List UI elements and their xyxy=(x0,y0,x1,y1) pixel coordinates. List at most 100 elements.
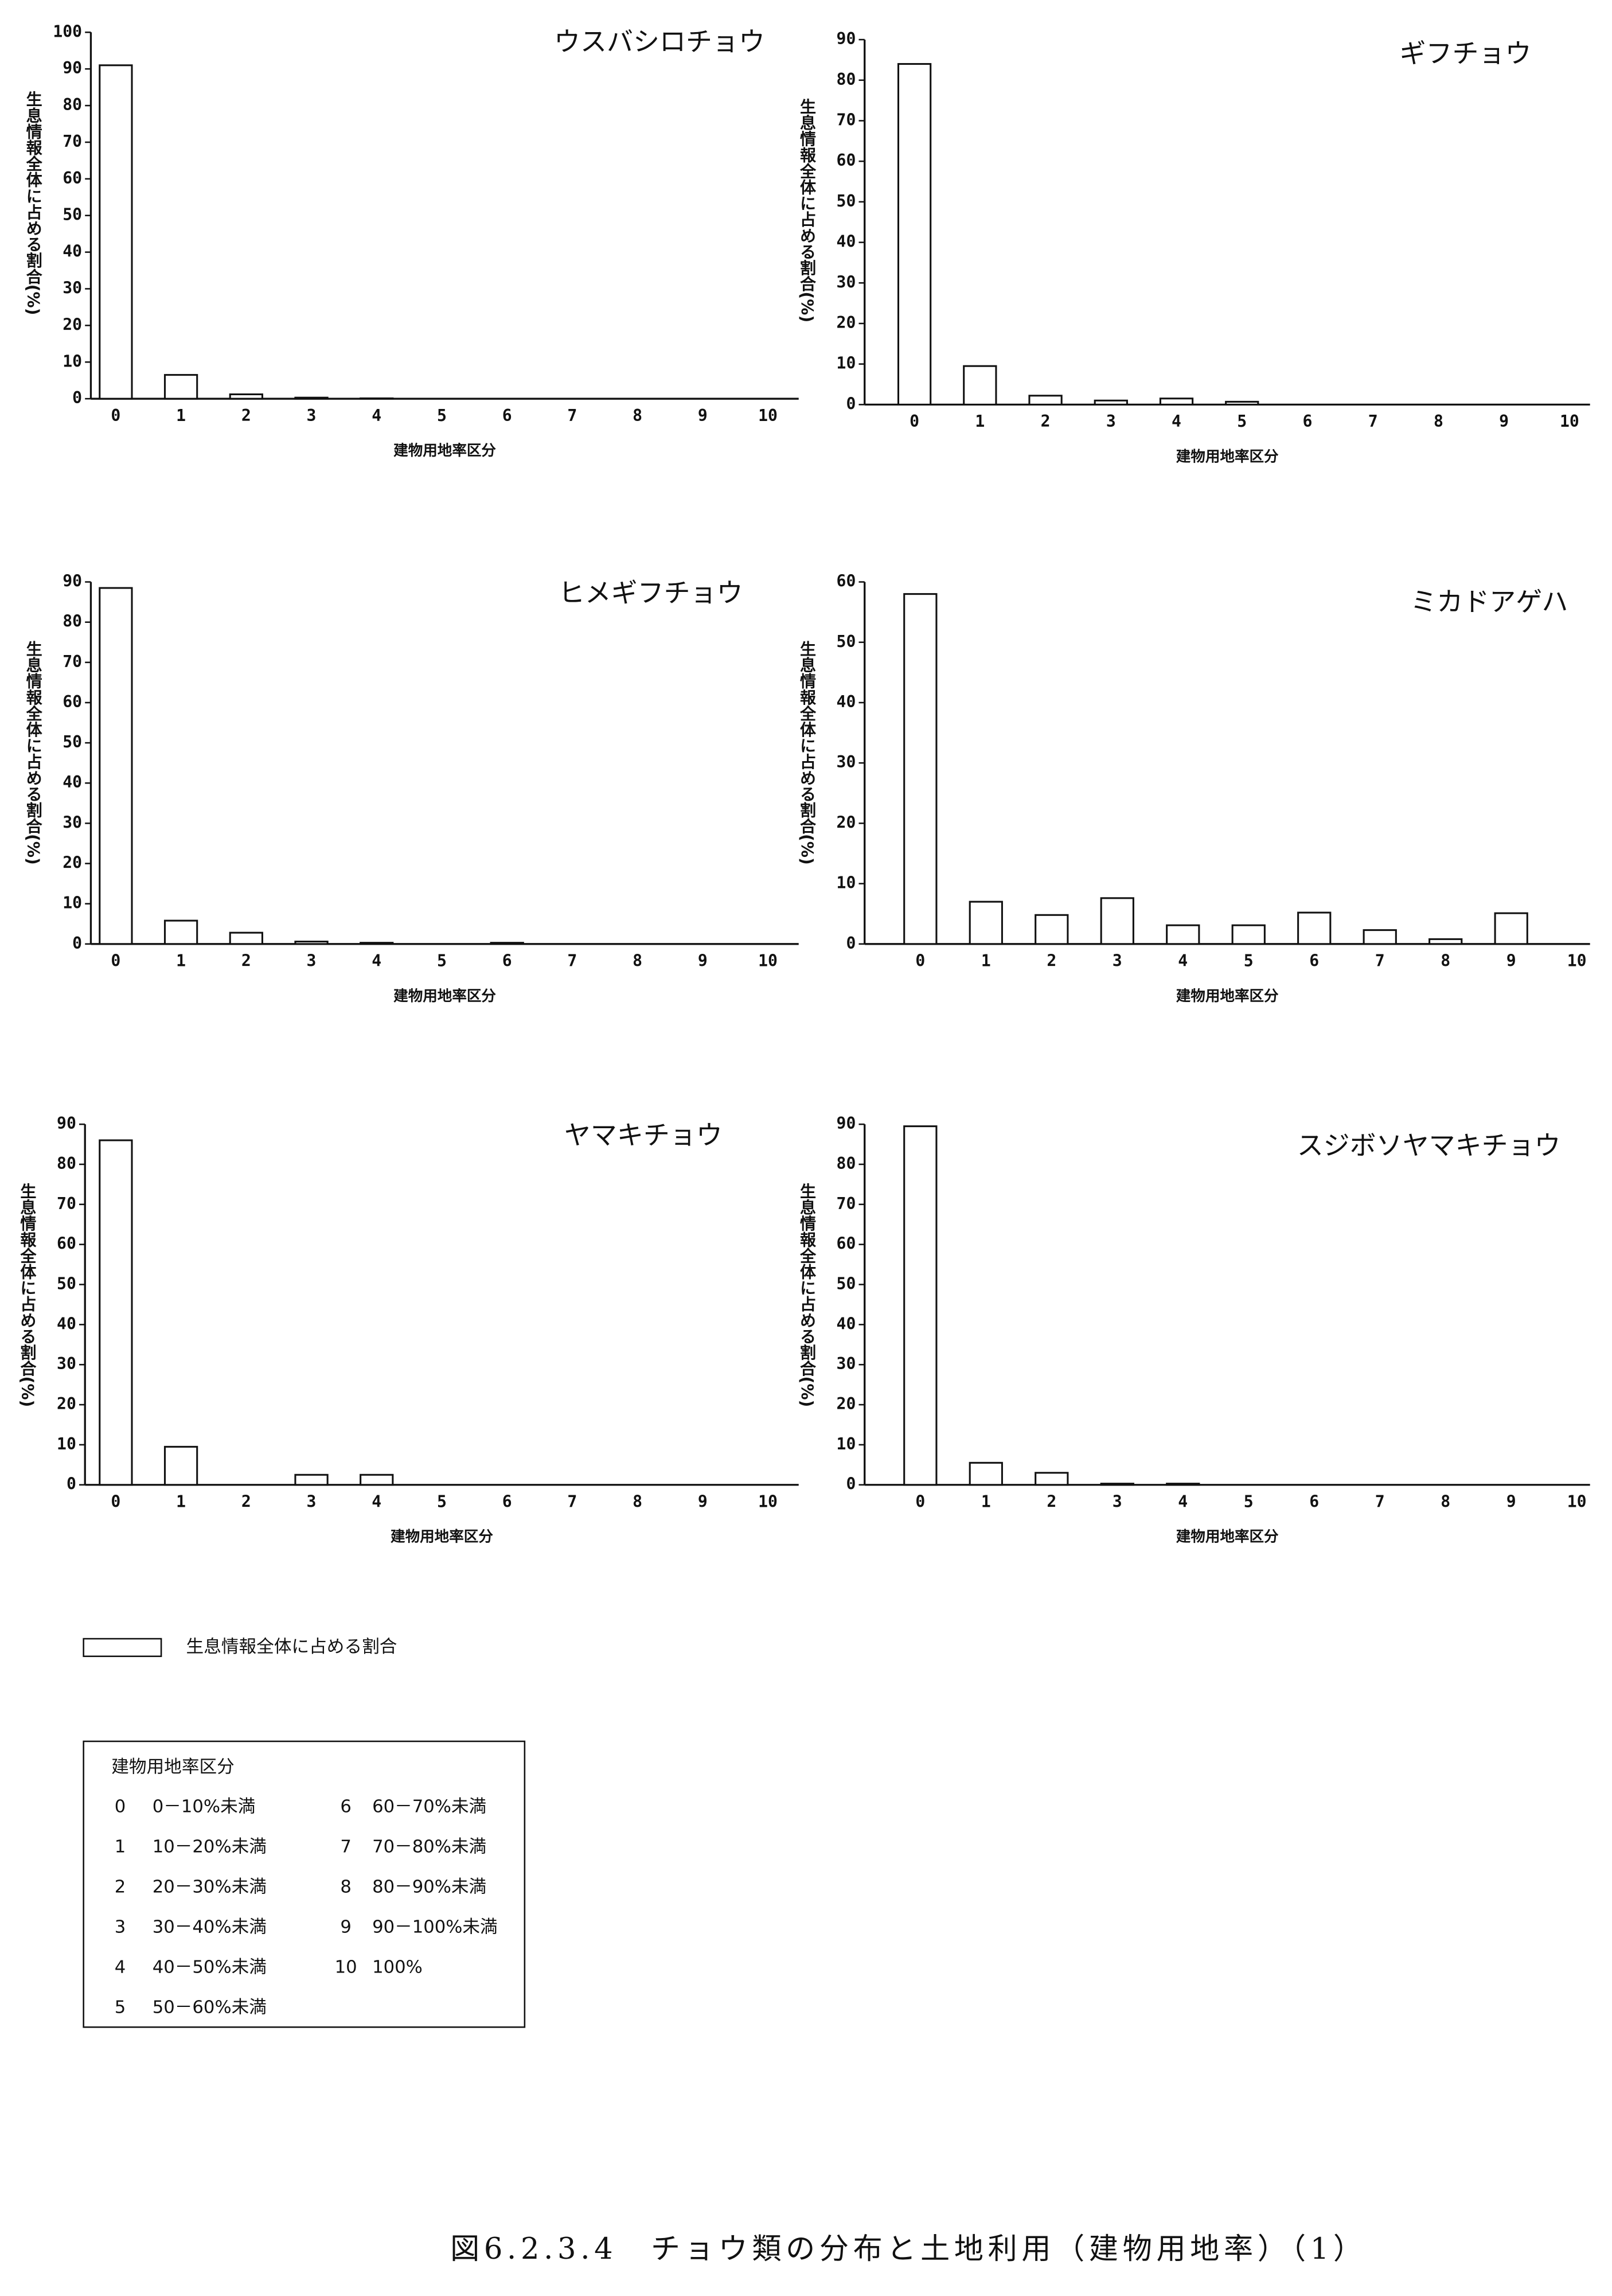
y-tick-label: 30 xyxy=(63,813,82,832)
y-tick-label: 80 xyxy=(57,1154,76,1173)
x-tick-label: 2 xyxy=(241,951,251,970)
y-tick-label: 80 xyxy=(837,70,856,89)
bar xyxy=(294,941,329,945)
y-tick-label: 10 xyxy=(63,894,82,913)
key-box xyxy=(83,1740,526,2028)
x-tick-label: 4 xyxy=(372,1492,381,1511)
x-tick-label: 5 xyxy=(1237,412,1247,431)
y-tick-label: 70 xyxy=(837,110,856,129)
bar xyxy=(1100,1483,1134,1486)
y-tick-label: 0 xyxy=(67,1475,76,1494)
key-code: 4 xyxy=(115,1958,126,1978)
x-tick-label: 8 xyxy=(633,1492,642,1511)
y-axis-label: 生息情報全体に占める割合(%) xyxy=(798,641,817,865)
y-axis-label: 生息情報全体に占める割合(%) xyxy=(18,1183,37,1407)
y-tick-label: 70 xyxy=(57,1194,76,1213)
caption: 図6.2.3.4 チョウ類の分布と土地利用（建物用地率）（1） xyxy=(450,2232,1367,2266)
x-tick-label: 0 xyxy=(111,406,120,425)
bar xyxy=(903,593,938,945)
y-tick-label: 90 xyxy=(57,1114,76,1133)
y-tick-label: 0 xyxy=(846,394,856,413)
bar xyxy=(1035,1472,1069,1486)
y-tick-label: 10 xyxy=(63,352,82,371)
y-tick-label: 30 xyxy=(63,278,82,297)
x-tick-label: 4 xyxy=(1178,1492,1188,1511)
x-tick-label: 2 xyxy=(241,406,251,425)
y-axis-label: 生息情報全体に占める割合(%) xyxy=(24,641,42,865)
key-range: 60－70%未満 xyxy=(372,1796,486,1816)
x-tick-label: 10 xyxy=(758,406,778,425)
bar xyxy=(903,1125,938,1486)
x-tick-label: 5 xyxy=(1244,1492,1254,1511)
x-tick-label: 3 xyxy=(307,406,317,425)
y-tick-label: 30 xyxy=(837,753,856,771)
bar xyxy=(969,1461,1003,1486)
bar xyxy=(360,1474,394,1486)
y-tick-label: 60 xyxy=(57,1234,76,1253)
y-tick-label: 60 xyxy=(837,1234,856,1253)
x-tick-label: 1 xyxy=(981,1492,991,1511)
y-tick-label: 50 xyxy=(57,1274,76,1293)
x-tick-label: 10 xyxy=(1567,951,1587,970)
y-tick-label: 40 xyxy=(837,1314,856,1333)
y-tick-label: 0 xyxy=(72,934,82,953)
bar xyxy=(294,396,329,400)
x-tick-label: 1 xyxy=(975,412,985,431)
x-tick-label: 3 xyxy=(1106,412,1116,431)
bar xyxy=(1225,400,1259,406)
key-title: 建物用地率区分 xyxy=(111,1757,235,1777)
x-tick-label: 4 xyxy=(1178,951,1188,970)
y-tick-label: 10 xyxy=(837,874,856,892)
bar xyxy=(1100,897,1134,945)
key-range: 30－40%未満 xyxy=(153,1917,267,1938)
key-range: 80－90%未満 xyxy=(372,1877,486,1897)
y-tick-label: 60 xyxy=(837,151,856,170)
bar xyxy=(969,901,1003,945)
chart-title: ギフチョウ xyxy=(1400,38,1532,69)
x-tick-label: 6 xyxy=(502,951,512,970)
y-tick-label: 30 xyxy=(837,1354,856,1373)
y-tick-label: 90 xyxy=(63,59,82,77)
x-tick-label: 2 xyxy=(1041,412,1051,431)
y-tick-label: 10 xyxy=(837,354,856,373)
y-tick-label: 0 xyxy=(72,388,82,407)
bar xyxy=(1159,397,1194,406)
x-tick-label: 8 xyxy=(1441,1492,1450,1511)
chart-title: ウスバシロチョウ xyxy=(554,26,765,57)
x-tick-label: 9 xyxy=(698,951,708,970)
y-tick-label: 70 xyxy=(63,132,82,151)
bar xyxy=(1428,938,1463,945)
bar xyxy=(1166,1483,1200,1486)
bar xyxy=(1094,399,1128,406)
x-tick-label: 4 xyxy=(372,406,381,425)
x-tick-label: 0 xyxy=(111,1492,120,1511)
key-code: 6 xyxy=(340,1796,352,1816)
x-axis-label: 建物用地率区分 xyxy=(393,442,496,459)
y-tick-label: 20 xyxy=(837,313,856,332)
y-tick-label: 80 xyxy=(63,612,82,631)
bar xyxy=(963,365,997,406)
y-tick-label: 50 xyxy=(837,1274,856,1293)
y-tick-label: 30 xyxy=(57,1354,76,1373)
chart-title: ヤマキチョウ xyxy=(564,1120,723,1151)
x-tick-label: 2 xyxy=(1047,1492,1056,1511)
y-tick-label: 70 xyxy=(837,1194,856,1213)
x-tick-label: 7 xyxy=(567,1492,577,1511)
key-code: 7 xyxy=(340,1837,352,1857)
x-tick-label: 3 xyxy=(307,951,317,970)
y-tick-label: 20 xyxy=(63,853,82,872)
chart-title: ヒメギフチョウ xyxy=(559,578,743,609)
x-tick-label: 5 xyxy=(437,406,447,425)
x-tick-label: 7 xyxy=(1368,412,1378,431)
y-tick-label: 70 xyxy=(63,652,82,671)
x-tick-label: 10 xyxy=(758,1492,778,1511)
key-code: 10 xyxy=(335,1958,357,1978)
legend-swatch xyxy=(83,1638,162,1658)
y-tick-label: 50 xyxy=(63,732,82,751)
x-tick-label: 5 xyxy=(437,951,447,970)
chart-title: ミカドアゲハ xyxy=(1410,586,1568,617)
bar xyxy=(1035,914,1069,945)
y-tick-label: 10 xyxy=(837,1434,856,1453)
x-axis-label: 建物用地率区分 xyxy=(1176,1529,1279,1546)
